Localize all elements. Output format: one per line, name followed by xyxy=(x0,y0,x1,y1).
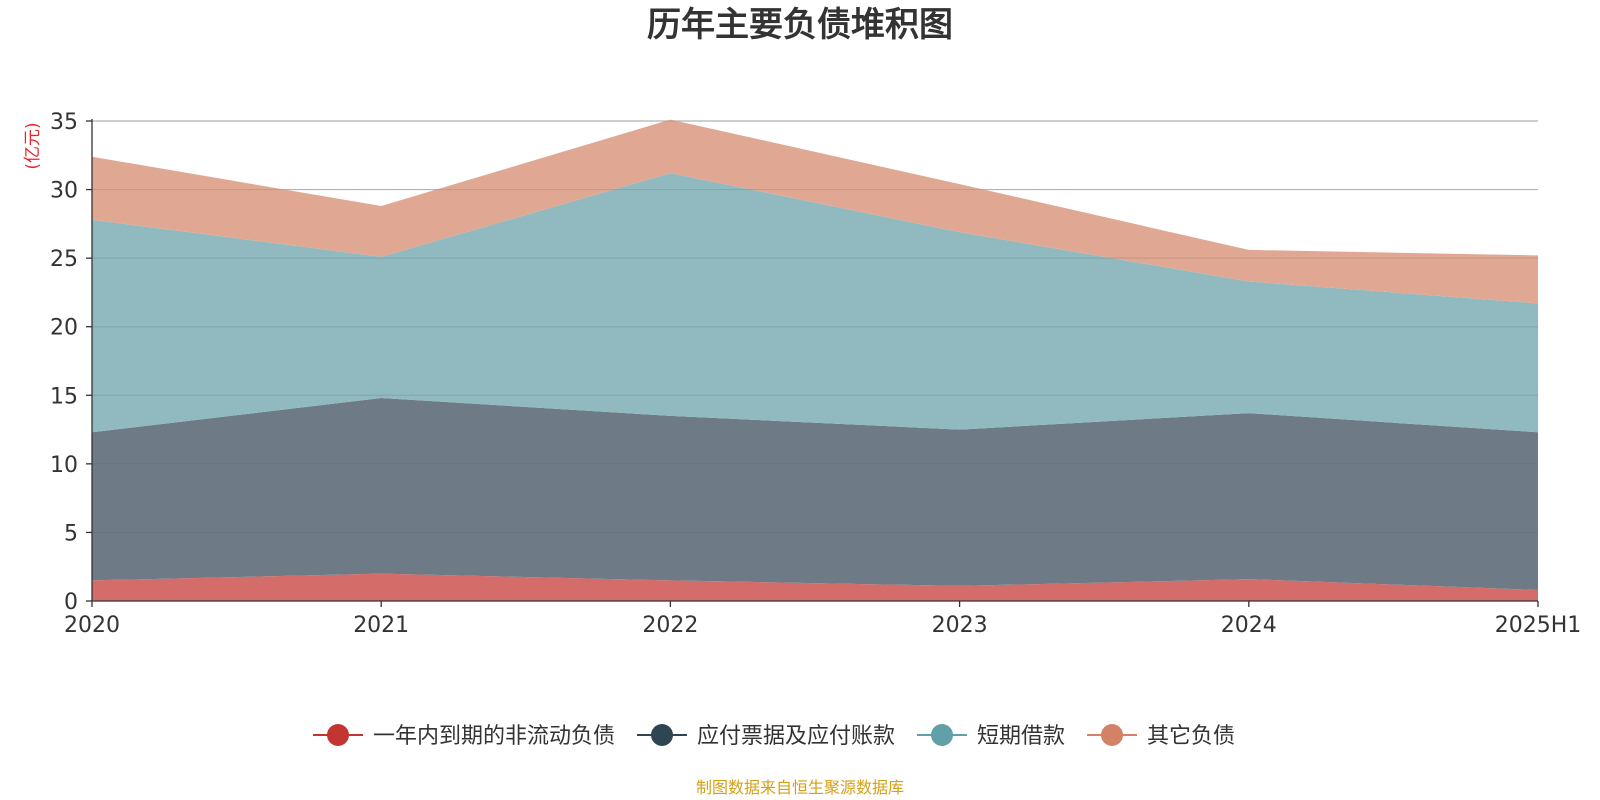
legend-label: 短期借款 xyxy=(977,724,1065,749)
legend-item-3[interactable]: 短期借款 xyxy=(917,724,1065,749)
y-tick-label: 5 xyxy=(64,521,78,546)
x-tick-label: 2022 xyxy=(642,613,698,638)
x-tick-label: 2024 xyxy=(1221,613,1277,638)
area-series-layer xyxy=(92,119,1538,601)
legend-marker xyxy=(327,724,349,746)
y-tick-label: 15 xyxy=(50,384,78,409)
x-tick-label: 2020 xyxy=(64,613,120,638)
y-tick-label: 10 xyxy=(50,453,78,478)
y-tick-label: 35 xyxy=(50,110,78,135)
area-series-4 xyxy=(92,119,1538,304)
y-unit-label: (亿元) xyxy=(23,122,43,169)
legend-marker xyxy=(651,724,673,746)
legend-label: 应付票据及应付账款 xyxy=(697,724,895,749)
legend-label: 一年内到期的非流动负债 xyxy=(373,724,615,749)
y-tick-label: 25 xyxy=(50,247,78,272)
axes: 0 5 10 15 20 25 30 35 2020 2021 2022 2023 2024 2025H1… xyxy=(23,110,1581,638)
legend-item-1[interactable]: 一年内到期的非流动负债 xyxy=(313,724,615,749)
x-tick-label: 2023 xyxy=(932,613,988,638)
legend-marker xyxy=(1101,724,1123,746)
y-tick-label: 20 xyxy=(50,316,78,341)
area-series-2 xyxy=(92,398,1538,590)
source-note: 制图数据来自恒生聚源数据库 xyxy=(695,778,904,797)
legend-label: 其它负债 xyxy=(1147,724,1235,749)
area-series-3 xyxy=(92,173,1538,433)
legend-item-4[interactable]: 其它负债 xyxy=(1087,724,1235,749)
x-tick-label: 2025H1 xyxy=(1495,613,1582,638)
legend-item-2[interactable]: 应付票据及应付账款 xyxy=(637,724,895,749)
legend-marker xyxy=(931,724,953,746)
x-tick-label: 2021 xyxy=(353,613,409,638)
y-tick-label: 0 xyxy=(64,590,78,615)
y-tick-label: 30 xyxy=(50,179,78,204)
chart-title: 历年主要负债堆积图 xyxy=(647,5,953,45)
legend[interactable]: 一年内到期的非流动负债 应付票据及应付账款 短期借款 其它负债 xyxy=(313,724,1235,749)
area-series-1 xyxy=(92,573,1538,601)
